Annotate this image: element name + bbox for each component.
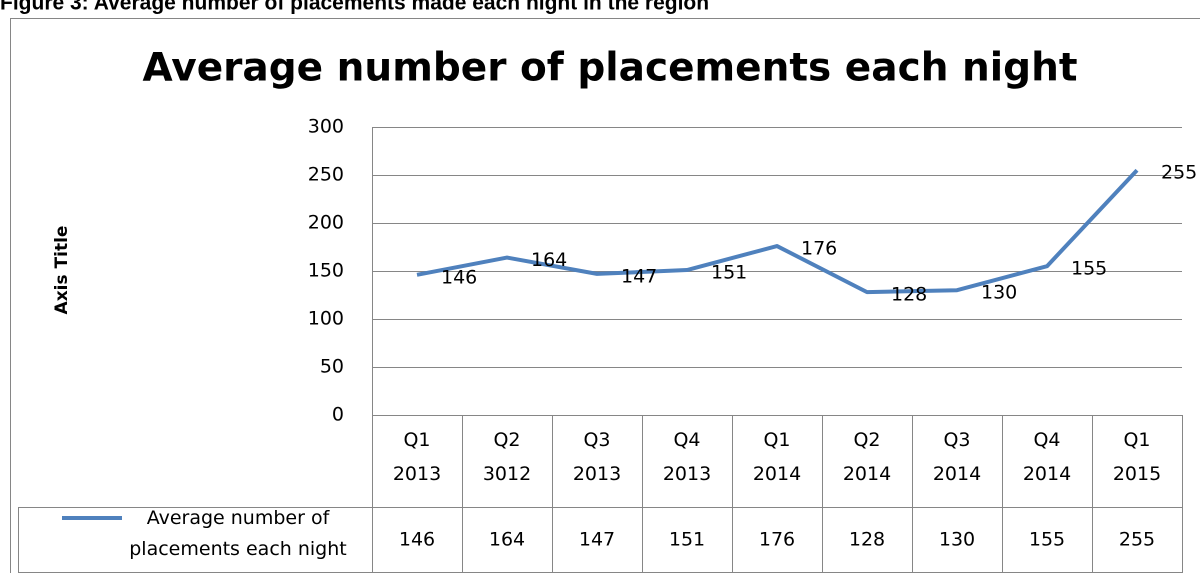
- x-tick-label: Q1 2014: [753, 429, 801, 485]
- table-value: 255: [1119, 529, 1155, 551]
- series-line: [416, 168, 1139, 295]
- table-value: 155: [1029, 529, 1065, 551]
- table-value: 147: [579, 529, 615, 551]
- x-tick-label: Q4 2014: [1023, 429, 1071, 485]
- x-tick-label: Q3 2013: [573, 429, 621, 485]
- table-value: 128: [849, 529, 885, 551]
- table-value: 176: [759, 529, 795, 551]
- y-tick-label: 100: [308, 308, 344, 330]
- data-label: 147: [621, 265, 657, 287]
- data-label: 155: [1071, 258, 1107, 280]
- y-tick-label: 150: [308, 260, 344, 282]
- data-label: 151: [711, 262, 747, 284]
- table-value: 151: [669, 529, 705, 551]
- x-tick-label: Q1 2015: [1113, 429, 1161, 485]
- chart-title: Average number of placements each night: [143, 46, 1078, 91]
- table-value: 164: [489, 529, 525, 551]
- data-label: 128: [891, 284, 927, 306]
- data-label: 255: [1161, 162, 1197, 184]
- data-label: 176: [801, 238, 837, 260]
- chart-frame: [10, 18, 1200, 573]
- legend-label: Average number of placements each night: [129, 507, 346, 560]
- data-label: 130: [981, 282, 1017, 304]
- x-tick-label: Q4 2013: [663, 429, 711, 485]
- y-tick-label: 300: [308, 116, 344, 138]
- data-label: 146: [441, 266, 477, 288]
- y-tick-label: 250: [308, 164, 344, 186]
- x-tick-label: Q3 2014: [933, 429, 981, 485]
- x-tick-label: Q1 2013: [393, 429, 441, 485]
- table-value: 146: [399, 529, 435, 551]
- y-tick-label: 0: [332, 404, 344, 426]
- x-tick-label: Q2 2014: [843, 429, 891, 485]
- figure-caption: Figure 3: Average number of placements m…: [0, 0, 709, 15]
- data-label: 164: [531, 249, 567, 271]
- table-value: 130: [939, 529, 975, 551]
- y-axis-title: Axis Title: [52, 226, 72, 315]
- y-tick-label: 50: [320, 356, 344, 378]
- y-tick-label: 200: [308, 212, 344, 234]
- x-tick-label: Q2 3012: [483, 429, 531, 485]
